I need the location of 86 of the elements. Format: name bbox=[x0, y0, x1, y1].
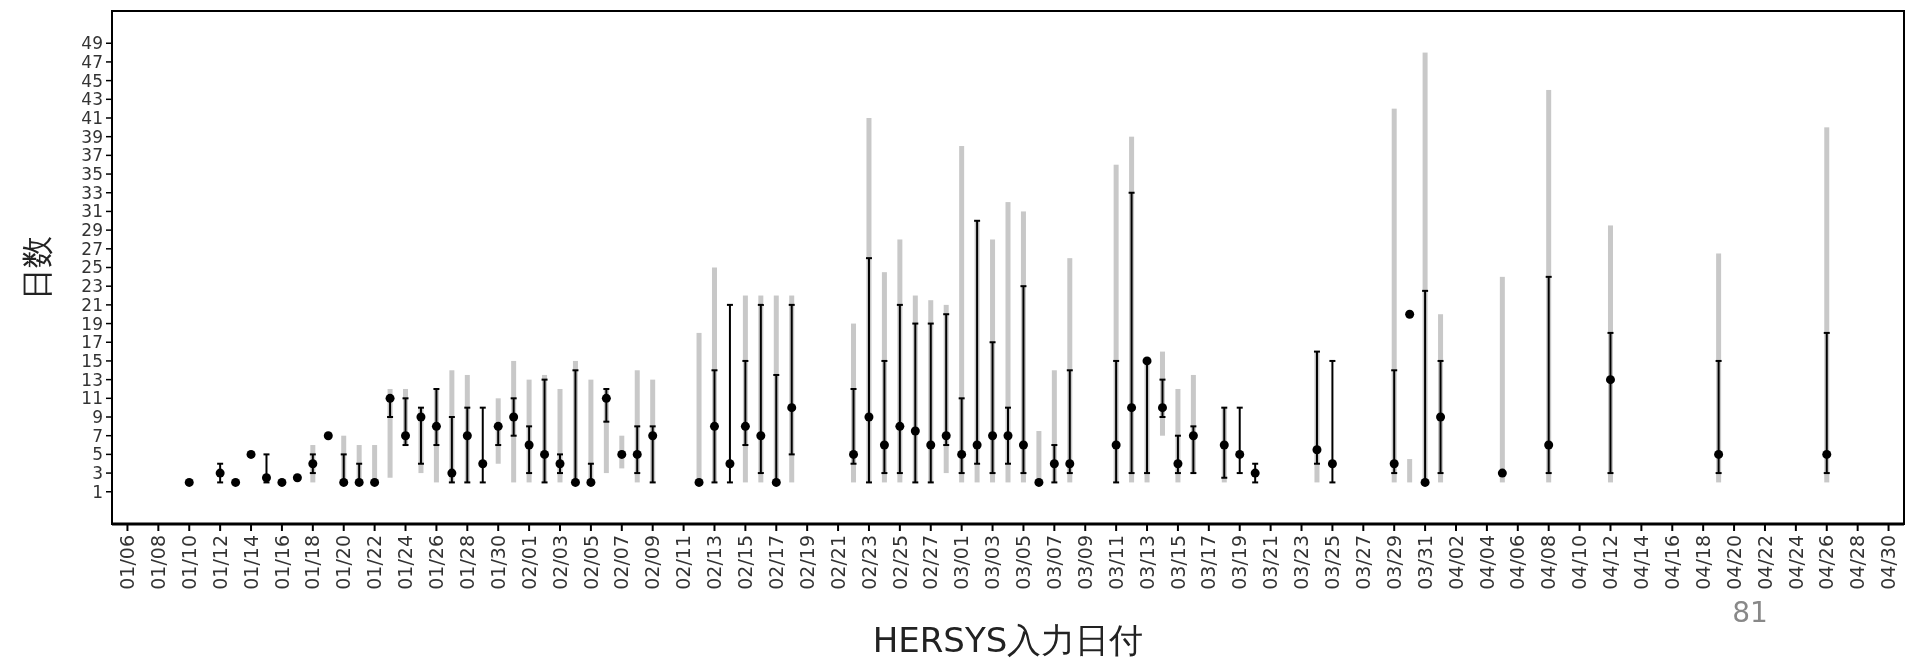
y-tick-label: 45 bbox=[81, 70, 103, 91]
x-tick-label: 04/06 bbox=[1506, 535, 1529, 590]
x-tick-label: 02/05 bbox=[579, 535, 602, 590]
y-tick-label: 25 bbox=[81, 257, 103, 278]
x-tick-label: 02/23 bbox=[857, 535, 880, 590]
x-tick-label: 03/01 bbox=[950, 535, 973, 590]
y-tick-label: 17 bbox=[81, 332, 103, 353]
y-tick-label: 23 bbox=[81, 276, 103, 297]
x-tick-label: 03/11 bbox=[1104, 535, 1127, 590]
x-tick-label: 04/14 bbox=[1630, 535, 1653, 590]
x-tick-label: 01/30 bbox=[486, 535, 509, 590]
x-tick-label: 03/25 bbox=[1321, 535, 1344, 590]
x-tick-label: 02/27 bbox=[919, 535, 942, 590]
y-tick-label: 1 bbox=[92, 481, 103, 502]
y-tick-label: 43 bbox=[81, 89, 103, 110]
y-tick-label: 35 bbox=[81, 164, 103, 185]
x-tick-label: 02/15 bbox=[734, 535, 757, 590]
y-tick-label: 7 bbox=[92, 425, 103, 446]
x-tick-label: 04/08 bbox=[1537, 535, 1560, 590]
x-tick-label: 03/09 bbox=[1073, 535, 1096, 590]
x-tick-label: 04/30 bbox=[1877, 535, 1900, 590]
x-tick-label: 04/24 bbox=[1784, 535, 1807, 590]
x-tick-label: 01/22 bbox=[363, 535, 386, 590]
x-tick-label: 03/05 bbox=[1012, 535, 1035, 590]
y-tick-label: 37 bbox=[81, 145, 103, 166]
x-tick-label: 04/20 bbox=[1722, 535, 1745, 590]
y-tick-label: 3 bbox=[92, 463, 103, 484]
x-tick-label: 02/01 bbox=[517, 535, 540, 590]
y-tick-label: 33 bbox=[81, 182, 103, 203]
x-tick-label: 02/25 bbox=[888, 535, 911, 590]
y-tick-label: 11 bbox=[81, 388, 103, 409]
x-tick-label: 01/20 bbox=[332, 535, 355, 590]
x-tick-label: 01/10 bbox=[177, 535, 200, 590]
x-tick-label: 02/21 bbox=[826, 535, 849, 590]
x-tick-label: 01/24 bbox=[394, 535, 417, 590]
x-tick-label: 03/13 bbox=[1135, 535, 1158, 590]
y-axis-title: 日数 bbox=[18, 235, 56, 300]
x-tick-label: 03/17 bbox=[1197, 535, 1220, 590]
x-tick-label: 02/17 bbox=[764, 535, 787, 590]
x-tick-label: 01/18 bbox=[301, 535, 324, 590]
x-tick-label: 01/26 bbox=[425, 535, 448, 590]
x-tick-label: 03/29 bbox=[1382, 535, 1405, 590]
y-tick-label: 27 bbox=[81, 238, 103, 259]
x-tick-label: 03/27 bbox=[1351, 535, 1374, 590]
x-tick-label: 04/10 bbox=[1568, 535, 1591, 590]
y-tick-label: 49 bbox=[81, 33, 103, 54]
x-tick-label: 01/28 bbox=[455, 535, 478, 590]
y-tick-label: 41 bbox=[81, 107, 103, 128]
x-tick-label: 04/02 bbox=[1444, 535, 1467, 590]
x-tick-label: 04/22 bbox=[1753, 535, 1776, 590]
x-axis-title: HERSYS入力日付 bbox=[872, 620, 1144, 660]
text: 81 bbox=[1732, 596, 1768, 629]
x-tick-label: 01/08 bbox=[146, 535, 169, 590]
x-tick-label: 04/12 bbox=[1599, 535, 1622, 590]
x-tick-label: 03/21 bbox=[1259, 535, 1282, 590]
y-tick-label: 13 bbox=[81, 369, 103, 390]
x-tick-label: 04/16 bbox=[1660, 535, 1683, 590]
y-tick-label: 31 bbox=[81, 201, 103, 222]
x-tick-label: 01/16 bbox=[270, 535, 293, 590]
y-tick-label: 9 bbox=[92, 406, 103, 427]
x-tick-label: 03/15 bbox=[1166, 535, 1189, 590]
x-tick-label: 03/23 bbox=[1290, 535, 1313, 590]
x-tick-label: 04/18 bbox=[1691, 535, 1714, 590]
x-tick-label: 02/13 bbox=[703, 535, 726, 590]
y-tick-label: 21 bbox=[81, 294, 103, 315]
y-tick-label: 15 bbox=[81, 350, 103, 371]
x-tick-label: 04/28 bbox=[1846, 535, 1869, 590]
x-tick-label: 03/19 bbox=[1228, 535, 1251, 590]
y-tick-label: 29 bbox=[81, 220, 103, 241]
x-tick-label: 03/31 bbox=[1413, 535, 1436, 590]
x-tick-label: 02/07 bbox=[610, 535, 633, 590]
x-tick-label: 03/03 bbox=[981, 535, 1004, 590]
x-tick-label: 02/09 bbox=[641, 535, 664, 590]
x-tick-label: 02/11 bbox=[672, 535, 695, 590]
x-tick-label: 01/14 bbox=[239, 535, 262, 590]
x-tick-label: 02/03 bbox=[548, 535, 571, 590]
x-tick-label: 04/26 bbox=[1815, 535, 1838, 590]
x-tick-label: 02/19 bbox=[795, 535, 818, 590]
y-tick-label: 19 bbox=[81, 313, 103, 334]
x-tick-label: 01/12 bbox=[208, 535, 231, 590]
x-tick-label: 01/06 bbox=[116, 535, 139, 590]
y-tick-label: 47 bbox=[81, 51, 103, 72]
y-tick-label: 39 bbox=[81, 126, 103, 147]
x-tick-label: 03/07 bbox=[1042, 535, 1065, 590]
y-tick-label: 5 bbox=[92, 444, 103, 465]
x-tick-label: 04/04 bbox=[1475, 535, 1498, 590]
